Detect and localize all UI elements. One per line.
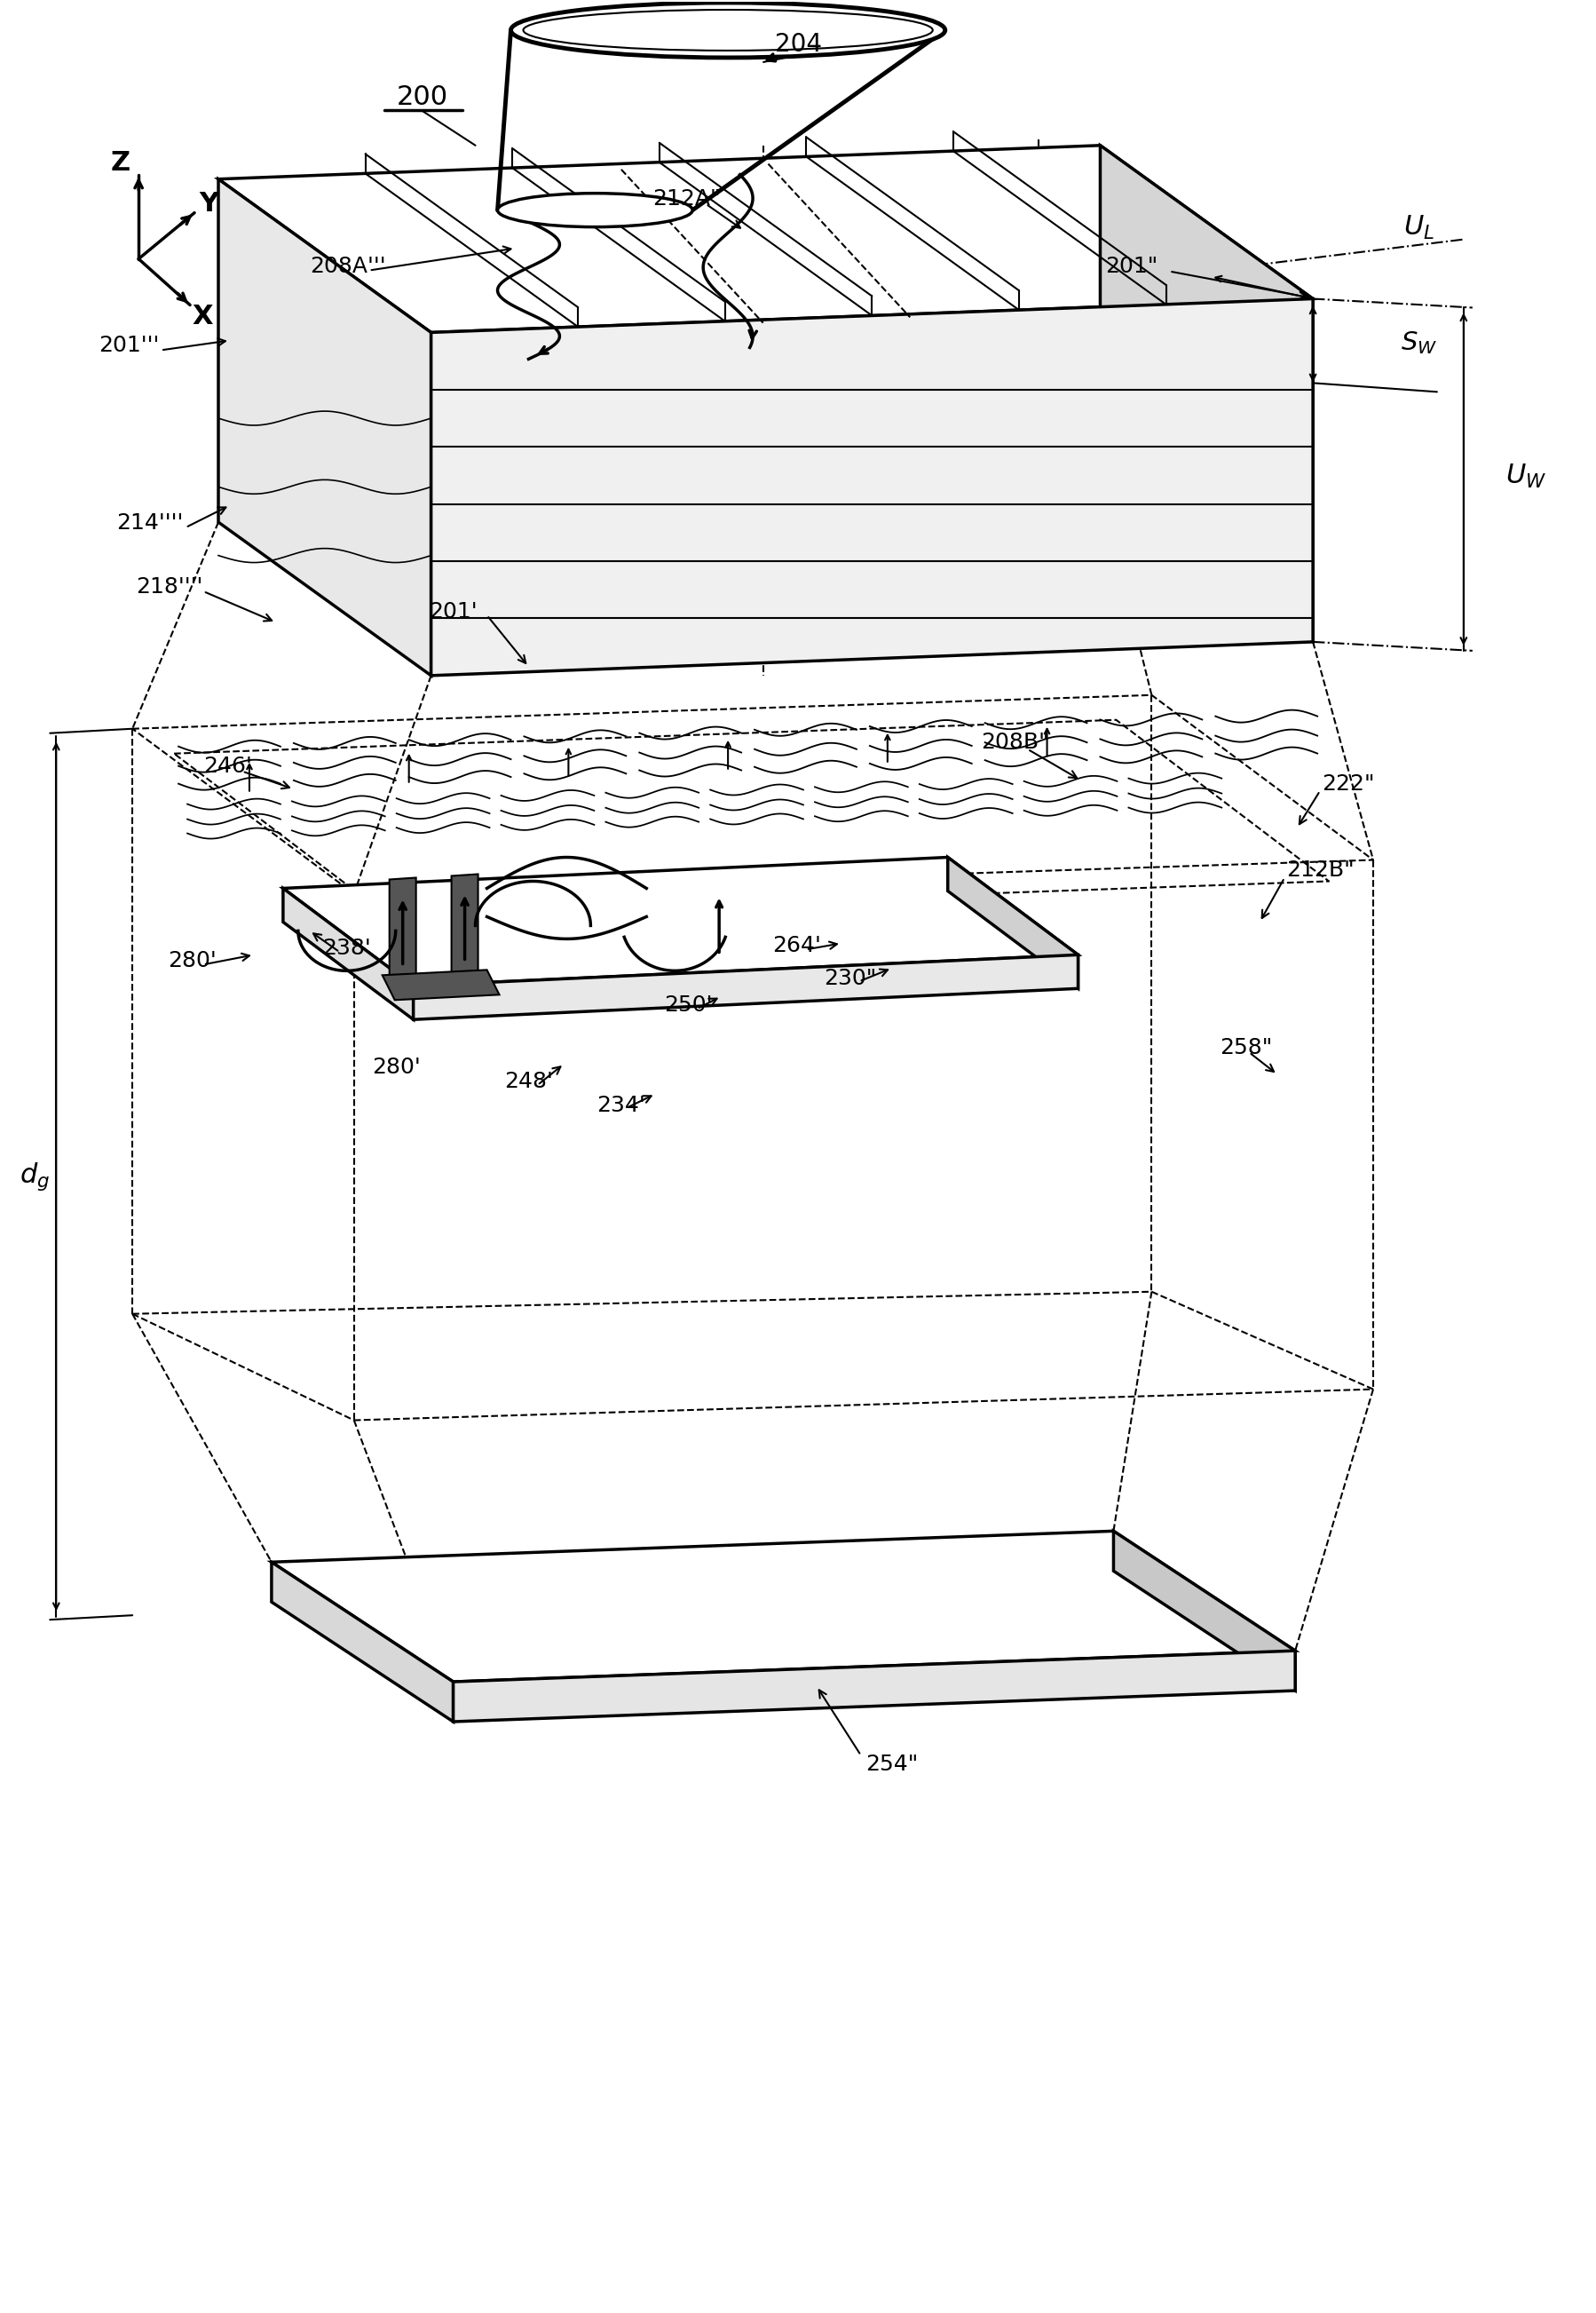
Polygon shape bbox=[453, 1651, 1296, 1721]
Polygon shape bbox=[1100, 146, 1314, 643]
Text: $S_W$: $S_W$ bbox=[1401, 331, 1438, 356]
Text: 258": 258" bbox=[1219, 1036, 1272, 1059]
Text: 222": 222" bbox=[1321, 773, 1374, 793]
Text: 250': 250' bbox=[664, 995, 712, 1015]
Text: 246': 246' bbox=[203, 756, 252, 777]
Polygon shape bbox=[948, 858, 1077, 988]
Text: 234': 234' bbox=[597, 1094, 645, 1117]
Text: $d_g$: $d_g$ bbox=[19, 1161, 49, 1194]
Text: Y: Y bbox=[200, 192, 219, 217]
Text: 201": 201" bbox=[1104, 254, 1157, 278]
Ellipse shape bbox=[511, 2, 945, 58]
Text: 218'''': 218'''' bbox=[136, 576, 203, 597]
Polygon shape bbox=[282, 888, 413, 1020]
Ellipse shape bbox=[498, 194, 693, 227]
Text: $U_W$: $U_W$ bbox=[1505, 463, 1547, 490]
Text: 248': 248' bbox=[504, 1071, 554, 1092]
Text: 200: 200 bbox=[396, 86, 448, 111]
Text: 212A": 212A" bbox=[653, 187, 720, 208]
Polygon shape bbox=[1114, 1531, 1296, 1691]
Text: 254": 254" bbox=[865, 1753, 918, 1774]
Text: 204: 204 bbox=[776, 32, 822, 58]
Polygon shape bbox=[219, 146, 1314, 333]
Text: 280': 280' bbox=[168, 951, 217, 971]
Polygon shape bbox=[219, 178, 431, 675]
Text: 230": 230" bbox=[824, 969, 876, 990]
Polygon shape bbox=[413, 955, 1077, 1020]
Polygon shape bbox=[282, 858, 1077, 985]
Text: 280': 280' bbox=[372, 1057, 420, 1078]
Ellipse shape bbox=[523, 9, 932, 51]
Text: 201''': 201''' bbox=[99, 335, 160, 356]
Polygon shape bbox=[271, 1531, 1296, 1682]
Text: 212B": 212B" bbox=[1286, 860, 1355, 881]
Text: 208B": 208B" bbox=[980, 731, 1049, 752]
Text: 264': 264' bbox=[772, 934, 820, 958]
Text: 214'''': 214'''' bbox=[117, 513, 184, 534]
Polygon shape bbox=[389, 877, 417, 985]
Text: Z: Z bbox=[112, 150, 131, 176]
Text: 208A''': 208A''' bbox=[310, 254, 386, 278]
Polygon shape bbox=[431, 298, 1314, 675]
Text: 238': 238' bbox=[322, 939, 370, 960]
Text: X: X bbox=[192, 303, 212, 328]
Polygon shape bbox=[452, 874, 479, 983]
Text: 201': 201' bbox=[429, 601, 477, 622]
Polygon shape bbox=[383, 969, 500, 999]
Text: $U_L$: $U_L$ bbox=[1404, 215, 1435, 241]
Polygon shape bbox=[271, 1561, 453, 1721]
